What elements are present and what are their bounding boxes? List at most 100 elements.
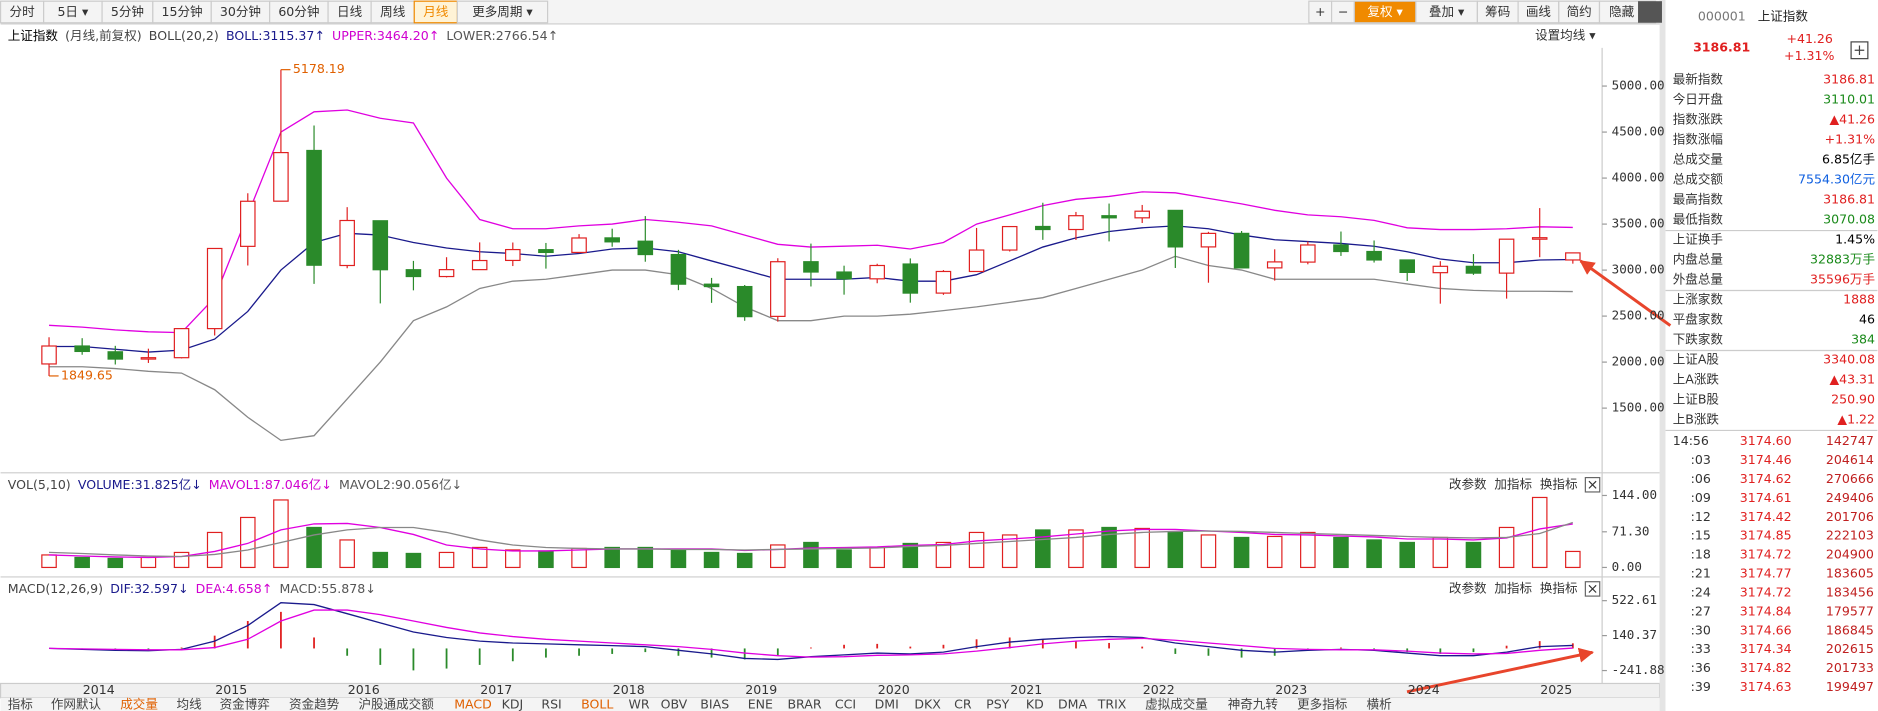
- header-item: MACD(12,26,9): [8, 580, 103, 595]
- indicator-tab[interactable]: 虚拟成交量: [1145, 697, 1208, 711]
- volume-bar: [1167, 531, 1184, 569]
- tab-label: 周线: [380, 4, 406, 19]
- candle-body: [869, 264, 885, 280]
- annotation-arrow: [1579, 259, 1672, 327]
- panel-button[interactable]: 换指标: [1540, 476, 1578, 491]
- quote-label: 最低指数: [1673, 212, 1724, 227]
- candle-body: [902, 263, 919, 294]
- panel-button[interactable]: 加指标: [1494, 476, 1532, 491]
- indicator-tab[interactable]: PSY: [986, 697, 1010, 711]
- indicator-tab[interactable]: BRAR: [787, 697, 821, 711]
- quote-name: 上证指数: [1758, 8, 1809, 23]
- indicator-tab[interactable]: 成交量: [120, 697, 158, 711]
- volume-bar: [836, 549, 852, 569]
- tick-price: 3174.63: [1740, 679, 1792, 694]
- indicator-tab[interactable]: DKX: [914, 697, 941, 711]
- x-tick-label: 2019: [745, 682, 777, 697]
- indicator-tab[interactable]: KD: [1026, 697, 1044, 711]
- volume-bar: [902, 542, 919, 569]
- tick-volume: 179577: [1826, 603, 1874, 618]
- panel-header: VOL(5,10) VOLUME:31.825亿↓ MAVOL1:87.046亿↓ M…: [8, 476, 462, 491]
- indicator-tab[interactable]: 沪股通成交额: [358, 697, 434, 711]
- quote-value: 46: [1859, 312, 1875, 327]
- panel-button[interactable]: 改参数: [1449, 476, 1487, 491]
- volume-bar: [1399, 541, 1415, 569]
- indicator-tab[interactable]: WR: [629, 697, 650, 711]
- candle-body: [140, 357, 157, 360]
- candle-body: [41, 345, 57, 365]
- tick-time: :21: [1691, 566, 1711, 581]
- tick-time: :33: [1691, 641, 1711, 656]
- indicator-tab[interactable]: CCI: [835, 697, 856, 711]
- indicator-tab[interactable]: 均线: [177, 697, 203, 711]
- indicator-tab[interactable]: 神奇九转: [1228, 697, 1279, 711]
- tool-label: +: [1315, 4, 1326, 19]
- indicator-tab[interactable]: 资金趋势: [289, 697, 340, 711]
- x-tick-label: 2021: [1010, 682, 1042, 697]
- tick-price: 3174.46: [1740, 452, 1792, 467]
- volume-bar: [869, 546, 885, 569]
- indicator-tab[interactable]: 资金博弈: [220, 697, 270, 711]
- quote-value: 1.45%: [1835, 232, 1875, 247]
- header-item: MACD:55.878↓: [279, 580, 375, 595]
- tick-volume: 222103: [1826, 528, 1874, 543]
- quote-label: 上B涨跌: [1673, 412, 1720, 427]
- indicator-tab[interactable]: KDJ: [502, 697, 524, 711]
- y-tick-label: -241.88: [1612, 662, 1665, 677]
- indicator-tab[interactable]: OBV: [661, 697, 688, 711]
- panel-header: MACD(12,26,9) DIF:32.597↓ DEA:4.658↑ MACD:5…: [8, 580, 376, 595]
- indicator-tab[interactable]: BIAS: [700, 697, 729, 711]
- candle-body: [1498, 238, 1515, 274]
- candle-body: [339, 219, 355, 267]
- splitter[interactable]: [1659, 0, 1666, 711]
- tab-label: 月线: [423, 4, 449, 19]
- indicator-tab[interactable]: 作网默认: [51, 697, 102, 711]
- indicator-tab[interactable]: 横析: [1367, 697, 1392, 711]
- indicator-tab[interactable]: ENE: [748, 697, 773, 711]
- volume-bar: [1266, 535, 1283, 569]
- header-item: BOLL:3115.37↑: [226, 27, 325, 42]
- y-tick-label: 2000.00: [1612, 354, 1665, 369]
- tick-time: :06: [1691, 471, 1711, 486]
- header-item: BOLL(20,2): [149, 27, 219, 42]
- indicator-tab[interactable]: CR: [954, 697, 972, 711]
- candle-body: [372, 220, 389, 271]
- panel-button[interactable]: 加指标: [1494, 580, 1532, 595]
- tab-button[interactable]: [456, 0, 549, 24]
- series-line: [49, 255, 1573, 442]
- candle-body: [1068, 215, 1084, 231]
- tick-volume: 183456: [1826, 584, 1874, 599]
- volume-bar: [107, 557, 124, 569]
- quote-change-pct: +1.31%: [1784, 48, 1834, 63]
- quote-change: +41.26: [1786, 31, 1832, 46]
- indicator-tab[interactable]: DMA: [1058, 697, 1087, 711]
- panel-toggle[interactable]: [1638, 1, 1662, 23]
- quote-label: 上A涨跌: [1673, 372, 1720, 387]
- tab-label: 5日 ▾: [57, 4, 89, 19]
- indicator-tab[interactable]: RSI: [541, 697, 561, 711]
- y-tick-label: 4000.00: [1612, 170, 1665, 185]
- candle-body: [604, 237, 620, 243]
- tick-volume: 186845: [1826, 622, 1874, 637]
- indicator-tab[interactable]: 更多指标: [1297, 697, 1347, 711]
- indicator-tab[interactable]: MACD: [454, 697, 492, 711]
- panel-button[interactable]: 改参数: [1449, 580, 1487, 595]
- volume-bar: [1134, 527, 1150, 569]
- indicator-tab[interactable]: BOLL: [581, 697, 613, 711]
- volume-bar: [538, 550, 554, 569]
- candle-body: [107, 351, 124, 360]
- tool-label: 隐藏 »: [1609, 4, 1646, 19]
- panel-button[interactable]: 换指标: [1540, 580, 1578, 595]
- candle-body: [736, 285, 753, 318]
- candle-body: [505, 248, 521, 262]
- tick-time: :09: [1691, 490, 1711, 505]
- candle-body: [471, 259, 488, 271]
- quote-value: ▲1.22: [1837, 412, 1875, 427]
- settings-button[interactable]: 设置均线 ▾: [1535, 27, 1596, 42]
- volume-bar: [372, 551, 389, 569]
- candle-body: [935, 270, 952, 294]
- volume-bar: [1465, 541, 1482, 569]
- indicator-tab[interactable]: 指标: [8, 697, 33, 711]
- indicator-tab[interactable]: TRIX: [1097, 697, 1127, 711]
- indicator-tab[interactable]: DMI: [875, 697, 899, 711]
